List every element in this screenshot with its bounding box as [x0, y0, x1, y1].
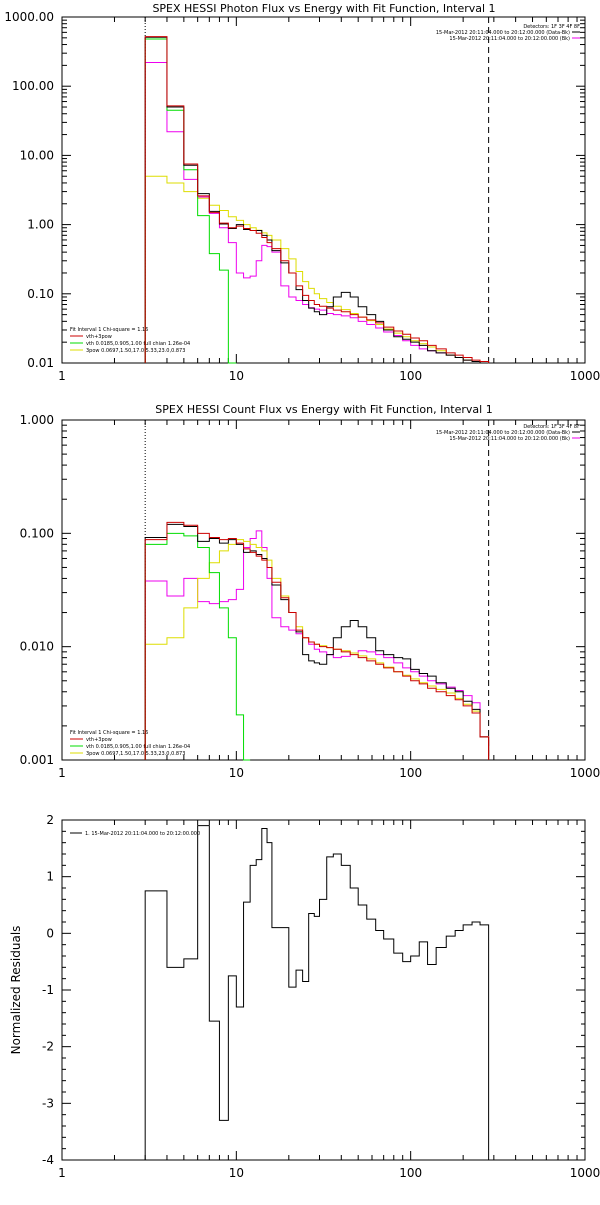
count-x-tick-label: 1000 — [570, 766, 600, 780]
residuals-y-tick-label: -3 — [42, 1096, 54, 1110]
photon-flux-title: SPEX HESSI Photon Flux vs Energy with Fi… — [152, 2, 495, 15]
photon-y-tick-label: 0.10 — [27, 287, 54, 301]
photon-y-tick-label: 0.01 — [27, 356, 54, 370]
photon-background-series — [144, 62, 489, 364]
count-legend-bk: 15-Mar-2012 20:11:04.000 to 20:12:00.000… — [449, 436, 570, 442]
count-y-tick-label: 0.010 — [20, 640, 54, 654]
photon-legend-right: Detectors: 1F 3F 4F 8F 15-Mar-2012 20:11… — [436, 24, 580, 42]
photon-x-tick-label: 1000 — [570, 369, 600, 383]
photon-legend-bk: 15-Mar-2012 20:11:04.000 to 20:12:00.000… — [449, 36, 570, 42]
count-total-series — [144, 521, 490, 760]
photon-x-tick-label: 10 — [229, 369, 244, 383]
photon-thermal-series — [144, 38, 237, 364]
photon-legend-left: Fit Interval 1 Chi-square = 1.16 vth+3po… — [70, 327, 190, 354]
photon-legend-fit: Fit Interval 1 Chi-square = 1.16 — [70, 327, 148, 333]
residuals-panel: Normalized Residuals 1. 15-Mar-2012 20:1… — [9, 813, 600, 1180]
photon-legend-thermal: vth 0.0185,0.905,1.00 full chian 1.26e-0… — [86, 341, 190, 347]
count-y-tick-label: 0.100 — [20, 526, 54, 540]
count-legend-total: vth+3pow — [86, 737, 112, 743]
photon-x-tick-label: 1 — [58, 369, 66, 383]
residuals-y-tick-label: -2 — [42, 1040, 54, 1054]
count-x-tick-label: 10 — [229, 766, 244, 780]
residuals-x-tick-label: 100 — [399, 1166, 422, 1180]
photon-y-tick-label: 1.00 — [27, 218, 54, 232]
count-powerlaw-series — [144, 539, 490, 760]
count-flux-panel: SPEX HESSI Count Flux vs Energy with Fit… — [20, 403, 600, 780]
residuals-y-tick-label: -4 — [42, 1153, 54, 1167]
count-legend-left: Fit Interval 1 Chi-square = 1.16 vth+3po… — [70, 730, 190, 757]
residuals-x-tick-label: 1000 — [570, 1166, 600, 1180]
residuals-y-tick-label: 1 — [46, 870, 54, 884]
count-thermal-series — [144, 532, 251, 761]
photon-y-tick-label: 1000.00 — [4, 10, 54, 24]
count-legend-fit: Fit Interval 1 Chi-square = 1.16 — [70, 730, 148, 736]
photon-legend-total: vth+3pow — [86, 334, 112, 340]
residuals-ylabel: Normalized Residuals — [9, 926, 23, 1055]
photon-data-series — [144, 36, 489, 364]
residuals-axes-frame — [61, 819, 586, 1161]
residuals-legend: 1. 15-Mar-2012 20:11:04.000 to 20:12:00.… — [70, 831, 200, 837]
photon-x-tick-label: 100 — [399, 369, 422, 383]
count-legend-detectors: Detectors: 1F 3F 4F 8F — [523, 424, 580, 430]
count-x-tick-label: 100 — [399, 766, 422, 780]
count-legend-right: Detectors: 1F 3F 4F 8F 15-Mar-2012 20:11… — [436, 424, 580, 442]
photon-total-series — [144, 36, 490, 363]
residuals-y-tick-label: -1 — [42, 983, 54, 997]
residuals-legend-label: 1. 15-Mar-2012 20:11:04.000 to 20:12:00.… — [85, 831, 200, 837]
count-flux-title: SPEX HESSI Count Flux vs Energy with Fit… — [155, 403, 492, 416]
photon-flux-panel: SPEX HESSI Photon Flux vs Energy with Fi… — [4, 2, 600, 383]
residuals-x-tick-label: 1 — [58, 1166, 66, 1180]
count-x-tick-label: 1 — [58, 766, 66, 780]
count-background-series — [144, 530, 490, 760]
residuals-x-tick-label: 10 — [229, 1166, 244, 1180]
residuals-data-series — [144, 825, 490, 1160]
count-y-tick-label: 0.001 — [20, 753, 54, 767]
residuals-y-tick-label: 2 — [46, 813, 54, 827]
photon-legend-detectors: Detectors: 1F 3F 4F 8F — [523, 24, 580, 30]
photon-axes-frame — [61, 16, 586, 364]
photon-y-tick-label: 10.00 — [20, 148, 54, 162]
residuals-y-tick-label: 0 — [46, 926, 54, 940]
count-legend-thermal: vth 0.0185,0.905,1.00 full chian 1.26e-0… — [86, 744, 190, 750]
count-legend-powerlaw: 3pow 0.0697,1.50,17.0,5.33,23.0,0.873 — [86, 751, 185, 757]
photon-powerlaw-series — [144, 175, 489, 364]
photon-y-tick-label: 100.00 — [12, 79, 54, 93]
count-y-tick-label: 1.000 — [20, 413, 54, 427]
count-axes-frame — [61, 419, 586, 761]
photon-legend-data-bk: 15-Mar-2012 20:11:04.000 to 20:12:00.000… — [436, 30, 570, 36]
photon-legend-powerlaw: 3pow 0.0697,1.50,17.0,5.33,23.0,0.873 — [86, 348, 185, 354]
count-legend-data-bk: 15-Mar-2012 20:11:04.000 to 20:12:00.000… — [436, 430, 570, 436]
count-data-series — [144, 523, 490, 760]
